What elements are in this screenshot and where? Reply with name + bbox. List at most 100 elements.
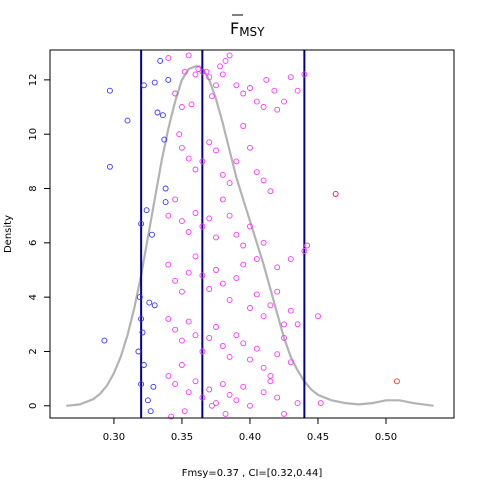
data-point [233, 82, 240, 89]
data-point [263, 76, 270, 83]
data-point [260, 177, 267, 184]
data-point [203, 68, 210, 75]
y-tick-label: 12 [28, 74, 39, 87]
data-point [208, 93, 215, 100]
x-tick-label: 0.30 [103, 432, 125, 443]
data-point [165, 212, 172, 219]
data-point [185, 269, 192, 276]
data-point [274, 288, 281, 295]
data-point [281, 410, 287, 417]
data-point [294, 321, 301, 328]
data-point [206, 215, 213, 222]
x-tick-label: 0.40 [239, 432, 261, 443]
data-point [226, 391, 233, 398]
data-point [213, 147, 219, 154]
data-point [247, 144, 253, 151]
data-point [260, 313, 267, 320]
data-point [157, 57, 164, 64]
data-point [247, 223, 253, 230]
data-point [178, 104, 185, 110]
y-axis: 0 2 4 6 8 10 12 [28, 74, 50, 409]
data-point [206, 286, 213, 292]
x-axis: 0.30 0.35 0.40 0.45 0.50 [103, 418, 397, 443]
y-tick-label: 4 [28, 294, 39, 300]
data-point [271, 87, 278, 94]
data-point [143, 207, 150, 214]
data-point [253, 256, 260, 263]
data-point [253, 345, 260, 352]
data-point [219, 71, 226, 78]
x-tick-label: 0.45 [307, 432, 329, 443]
data-point [274, 351, 281, 358]
data-point [287, 359, 294, 366]
data-point [192, 378, 199, 385]
data-point [172, 277, 179, 284]
data-point [172, 326, 179, 333]
data-point [206, 386, 213, 393]
data-point [176, 131, 183, 138]
data-point [267, 378, 274, 385]
data-point [281, 321, 287, 328]
data-point [226, 180, 233, 187]
data-point [226, 353, 233, 360]
data-point [172, 381, 179, 388]
data-point [195, 66, 202, 72]
data-point [165, 315, 172, 322]
data-point [199, 68, 206, 75]
data-point [208, 402, 215, 409]
data-point [178, 288, 185, 295]
data-point [168, 413, 175, 420]
data-point [185, 52, 192, 59]
data-point [138, 220, 145, 227]
data-point [260, 364, 267, 371]
data-point [185, 389, 192, 396]
data-point [106, 87, 113, 94]
data-point [138, 381, 145, 388]
data-point [161, 136, 168, 143]
data-point [199, 348, 206, 355]
data-point [199, 223, 206, 230]
data-point [233, 158, 240, 165]
data-point [199, 394, 206, 401]
data-point [181, 68, 188, 75]
data-point [226, 52, 233, 59]
y-tick-label: 10 [28, 128, 39, 141]
data-point [124, 117, 131, 124]
data-point [140, 82, 147, 89]
data-point [267, 302, 274, 309]
data-point [240, 123, 247, 129]
y-tick-label: 2 [28, 348, 39, 354]
y-tick-label: 8 [28, 185, 39, 191]
data-point [226, 296, 233, 303]
data-point [304, 242, 311, 249]
data-point [192, 210, 199, 216]
data-point [139, 329, 146, 336]
title-main: F [230, 19, 239, 38]
data-point [226, 212, 233, 219]
data-point [213, 234, 219, 241]
data-point [206, 74, 213, 81]
data-point [253, 291, 260, 298]
data-point [199, 272, 206, 279]
data-point [240, 90, 247, 97]
y-tick-label: 0 [28, 403, 39, 409]
data-point [219, 343, 226, 349]
data-point [206, 139, 213, 146]
data-point [222, 57, 229, 64]
data-point [154, 109, 161, 116]
data-point [185, 229, 192, 235]
data-point [247, 305, 253, 311]
data-point [233, 275, 240, 282]
data-point [233, 397, 240, 404]
data-point [165, 372, 172, 379]
chart-title: FMSY [230, 14, 265, 39]
density-curve [66, 65, 434, 407]
y-axis-label: Density [3, 215, 14, 253]
data-point [301, 248, 308, 254]
data-point [332, 190, 339, 197]
data-point [240, 383, 247, 390]
title-subscript: MSY [239, 25, 265, 39]
data-point [192, 253, 199, 260]
